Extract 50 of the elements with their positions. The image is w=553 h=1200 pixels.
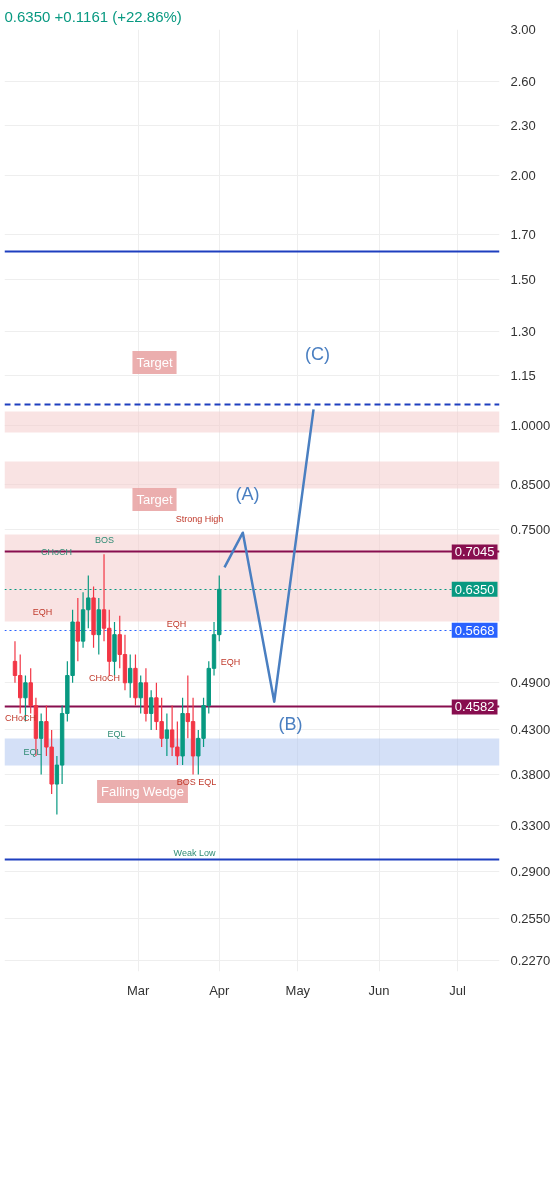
annotation: Target bbox=[136, 492, 173, 507]
annotation: CHoCH bbox=[89, 672, 121, 683]
x-tick-label: Jul bbox=[449, 982, 467, 998]
chart-subtitle: 0.6350 +0.1161 (+22.86%) bbox=[4, 7, 182, 25]
ref-line-label: 0.6350 bbox=[454, 581, 495, 597]
y-tick-label: 0.3800 bbox=[510, 766, 551, 782]
y-tick-label: 1.0000 bbox=[510, 418, 551, 434]
annotation: EQH bbox=[32, 606, 53, 617]
annotation: (C) bbox=[305, 343, 331, 364]
y-tick-label: 0.7500 bbox=[510, 521, 551, 537]
ref-line-label: 0.5668 bbox=[454, 622, 495, 638]
x-tick-label: May bbox=[285, 982, 311, 998]
y-tick-label: 0.2900 bbox=[510, 864, 551, 880]
annotation: Falling Wedge bbox=[101, 784, 184, 799]
annotation: BOS EQL bbox=[176, 776, 217, 787]
annotation: Weak Low bbox=[173, 847, 216, 858]
annotation: BOS bbox=[95, 534, 115, 545]
y-tick-label: 1.50 bbox=[510, 271, 536, 287]
annotation: EQH bbox=[166, 618, 187, 629]
annotation: (B) bbox=[278, 713, 303, 734]
x-tick-label: Mar bbox=[126, 982, 150, 998]
x-tick-label: Jun bbox=[368, 982, 390, 998]
y-tick-label: 0.2270 bbox=[510, 952, 551, 968]
annotation: EQH bbox=[220, 656, 241, 667]
candlestick bbox=[164, 712, 170, 757]
annotation: (A) bbox=[235, 483, 260, 504]
y-tick-label: 0.8500 bbox=[510, 476, 551, 492]
candlestick bbox=[138, 674, 143, 715]
line-series bbox=[223, 408, 315, 703]
y-tick-label: 1.15 bbox=[510, 367, 536, 383]
y-tick-label: 1.30 bbox=[510, 323, 536, 339]
annotation: Target bbox=[136, 355, 173, 370]
x-tick-label: Apr bbox=[209, 982, 231, 998]
ref-line-label: 0.4582 bbox=[454, 699, 495, 715]
y-tick-label: 2.30 bbox=[510, 117, 536, 133]
candlestick bbox=[128, 653, 133, 699]
y-tick-label: 2.60 bbox=[510, 73, 536, 89]
annotation: EQL bbox=[107, 728, 126, 739]
y-tick-label: 3.00 bbox=[510, 22, 536, 37]
y-tick-label: 2.00 bbox=[510, 168, 536, 184]
candlestick bbox=[148, 689, 154, 731]
y-tick-label: 0.2550 bbox=[510, 910, 551, 926]
ref-line-label: 0.7045 bbox=[454, 544, 495, 560]
y-tick-label: 0.4300 bbox=[510, 722, 551, 738]
y-tick-label: 0.4900 bbox=[510, 675, 551, 691]
annotation: Strong High bbox=[175, 513, 224, 524]
y-tick-label: 1.70 bbox=[510, 226, 536, 242]
y-tick-label: 0.3300 bbox=[510, 817, 551, 833]
candlestick bbox=[75, 597, 81, 662]
annotation: CHoCH bbox=[41, 546, 73, 557]
